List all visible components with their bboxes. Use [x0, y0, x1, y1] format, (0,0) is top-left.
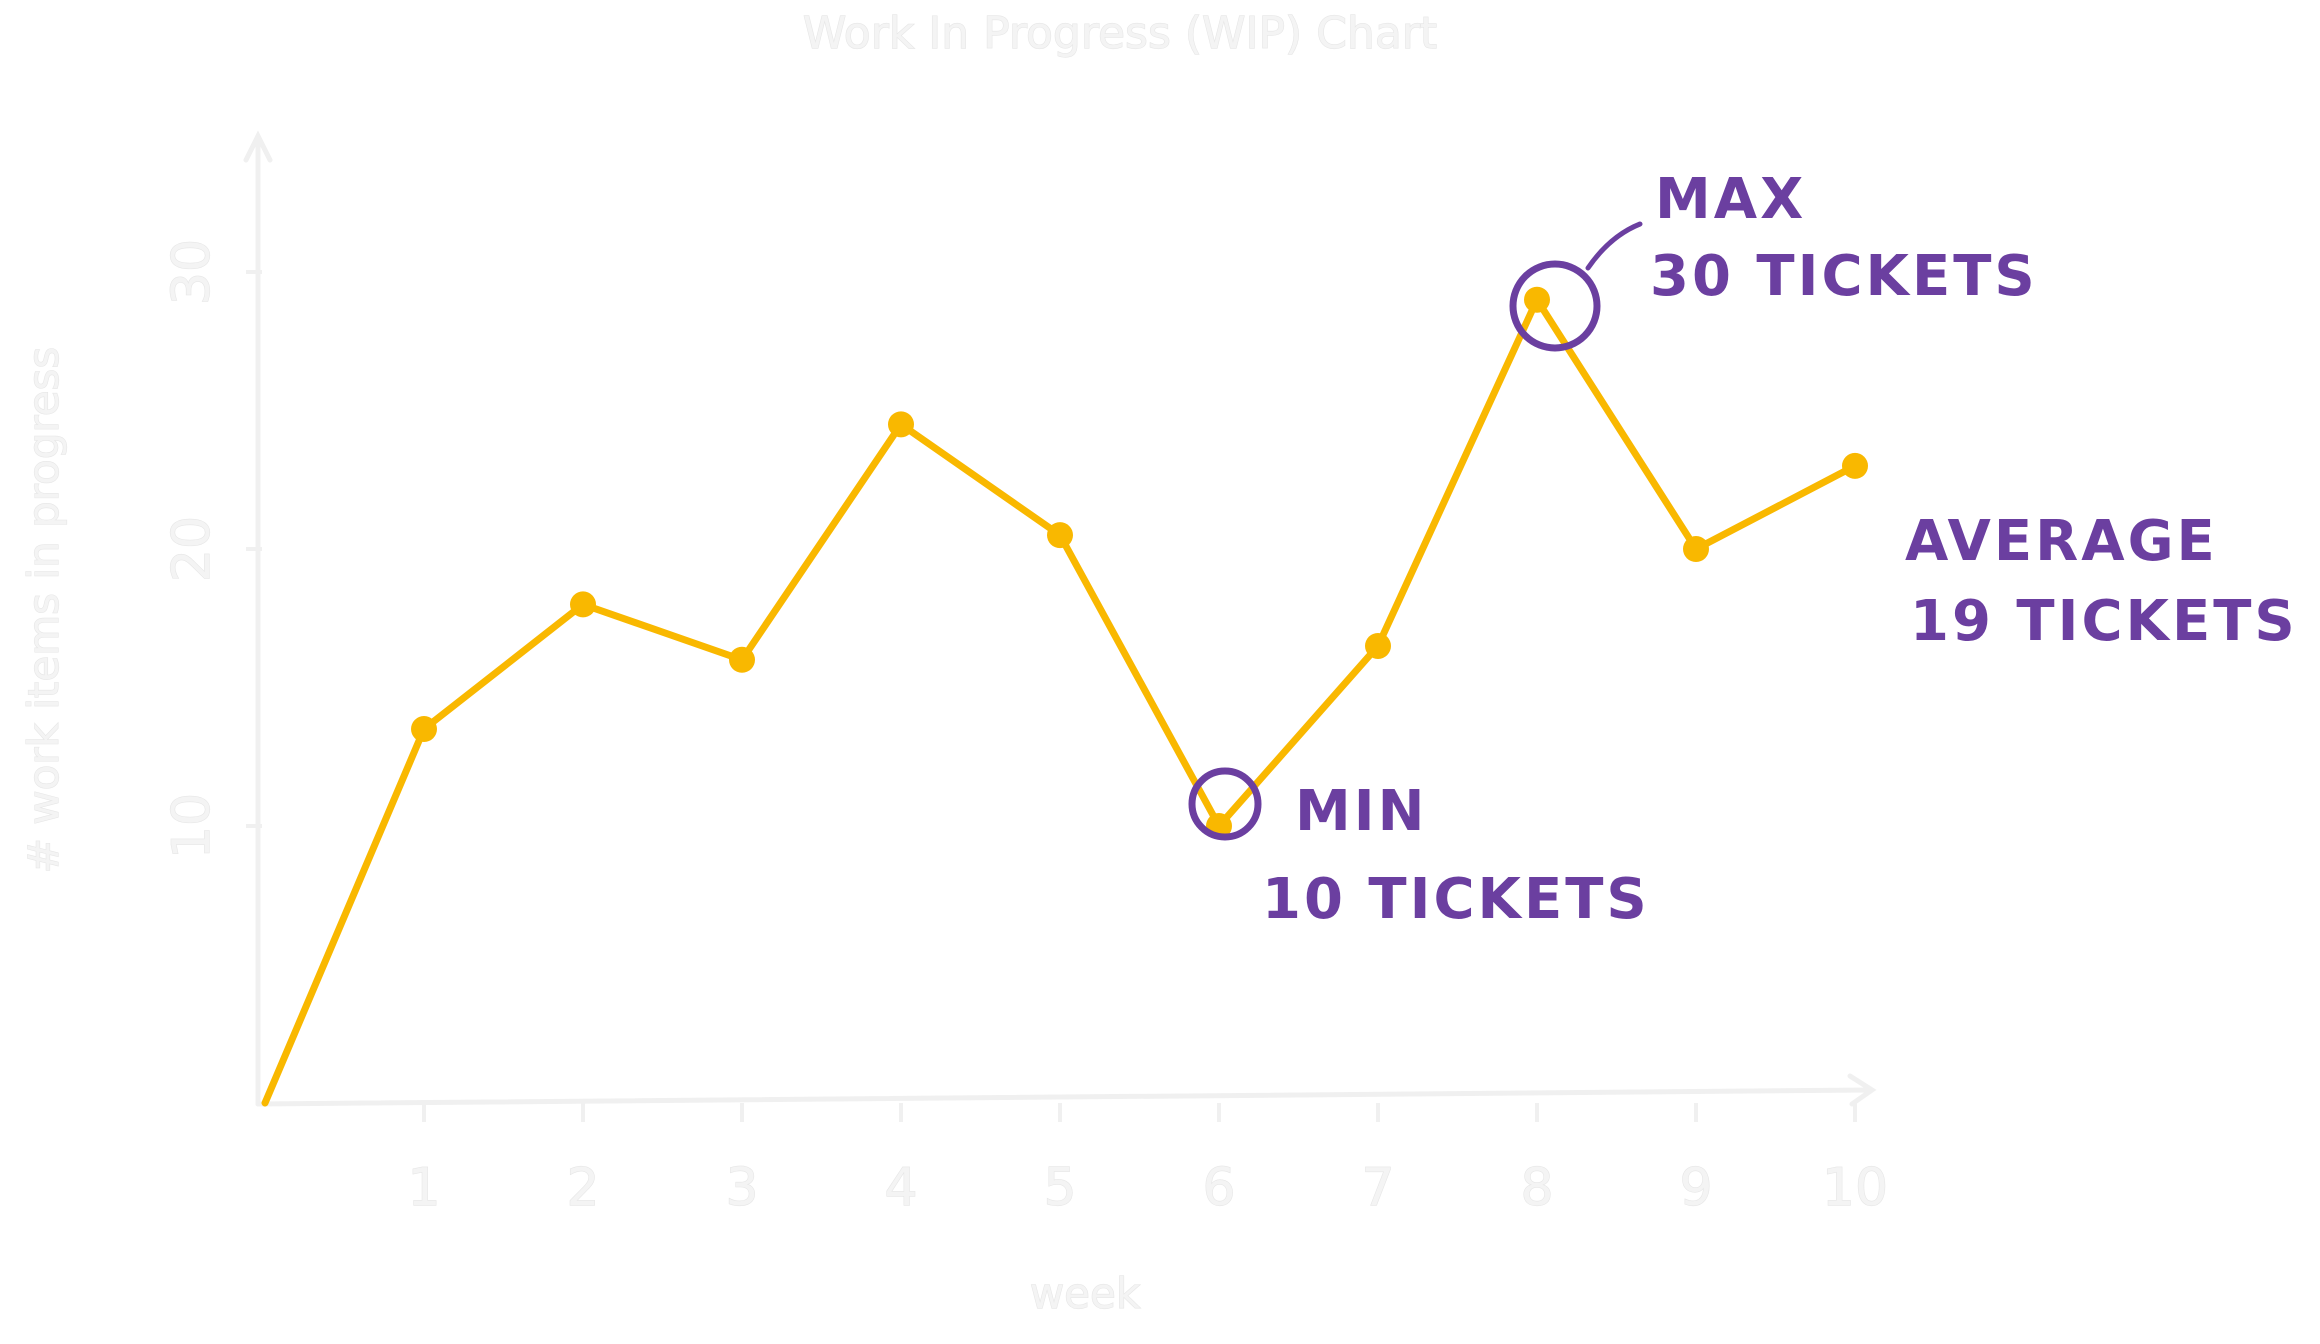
- data-point: [888, 411, 914, 438]
- data-series: [261, 296, 1859, 1107]
- data-point: [411, 716, 437, 743]
- min-label-line1: MIN: [1295, 779, 1427, 844]
- data-points: [411, 286, 1868, 839]
- data-point: [1047, 522, 1073, 549]
- max-label-line1: MAX: [1655, 167, 1806, 232]
- x-tick-label: 9: [1679, 1158, 1712, 1218]
- y-tick-label: 20: [162, 516, 222, 582]
- min-circle-marker: [1188, 767, 1262, 841]
- series-line: [261, 296, 1859, 1107]
- x-tick-label: 1: [407, 1158, 440, 1218]
- data-point: [1842, 452, 1868, 479]
- min-annotation: MIN 10 TICKETS: [1188, 767, 1650, 932]
- y-tick-label: 10: [162, 793, 222, 859]
- axis-ticks: 1 2 3 4 5 6 7 8 9 10 10 20 30: [161, 238, 1888, 1218]
- axes: [243, 130, 1877, 1107]
- average-label-line2: 19 TICKETS: [1910, 589, 2298, 654]
- average-annotation: AVERAGE 19 TICKETS: [1905, 509, 2298, 654]
- data-point: [1524, 286, 1550, 313]
- x-tick-label: 5: [1043, 1158, 1076, 1218]
- y-tick-label: 30: [162, 239, 222, 305]
- y-axis-line: [243, 130, 273, 1107]
- x-tick-label: 7: [1361, 1158, 1394, 1218]
- x-axis-line: [255, 1073, 1877, 1107]
- x-axis-label: week: [1030, 1269, 1141, 1318]
- max-circle-marker: [1509, 260, 1601, 352]
- data-point: [570, 591, 596, 618]
- x-tick-label: 8: [1520, 1158, 1553, 1218]
- data-point: [729, 646, 755, 673]
- data-point: [1683, 536, 1709, 562]
- data-point: [1365, 632, 1391, 659]
- max-label-line2: 30 TICKETS: [1650, 244, 2038, 309]
- max-annotation: MAX 30 TICKETS: [1509, 167, 2038, 352]
- x-tick-label: 4: [884, 1158, 917, 1218]
- min-label-line2: 10 TICKETS: [1262, 867, 1650, 932]
- average-label-line1: AVERAGE: [1905, 509, 2218, 574]
- max-leader-line: [1585, 221, 1643, 271]
- x-tick-label: 2: [566, 1158, 599, 1218]
- x-tick-label: 3: [725, 1158, 758, 1218]
- x-tick-label: 10: [1822, 1158, 1888, 1218]
- x-tick-label: 6: [1202, 1158, 1235, 1218]
- chart-title: Work In Progress (WIP) Chart: [803, 8, 1437, 59]
- y-axis-label: # work items in progress: [19, 347, 68, 874]
